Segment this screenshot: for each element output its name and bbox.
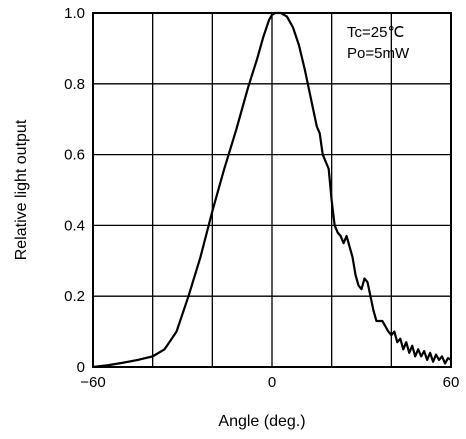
- series-line: [92, 11, 452, 369]
- y-tick-label: 0.2: [64, 288, 85, 305]
- grid: [93, 13, 451, 367]
- annotation-temperature: Tc=25℃: [347, 24, 404, 41]
- x-tick-label: 0: [268, 374, 276, 391]
- y-tick-labels: 0 0.2 0.4 0.6 0.8 1.0: [64, 5, 85, 376]
- y-tick-label: 0: [77, 359, 85, 376]
- x-tick-label: 60: [443, 374, 460, 391]
- annotation-power: Po=5mW: [347, 45, 410, 62]
- x-axis-label: Angle (deg.): [218, 413, 305, 430]
- plot-frame: [92, 12, 452, 368]
- x-tick-label: −60: [80, 374, 105, 391]
- y-axis-label: Relative light output: [13, 119, 30, 260]
- y-tick-label: 0.8: [64, 76, 85, 93]
- y-tick-label: 0.6: [64, 147, 85, 164]
- series-layer: [92, 11, 452, 369]
- y-tick-label: 1.0: [64, 5, 85, 22]
- y-tick-label: 0.4: [64, 217, 85, 234]
- x-tick-labels: −60 0 60: [80, 374, 459, 391]
